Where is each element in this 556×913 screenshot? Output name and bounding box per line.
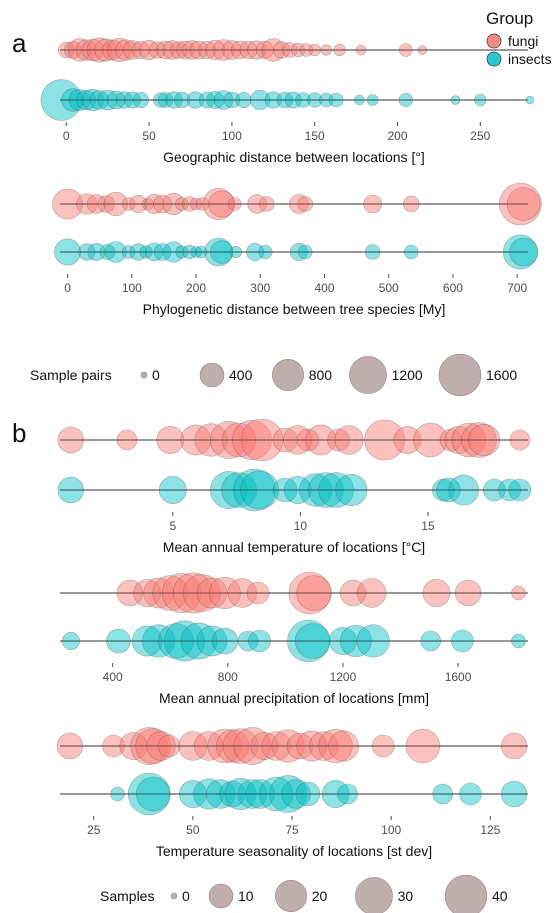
x-tick-label: 1600	[445, 670, 472, 684]
legend-label-insects: insects	[508, 51, 552, 67]
x-tick-label: 50	[142, 129, 156, 143]
x-tick-label: 600	[443, 281, 463, 295]
size-legend-label: 400	[229, 367, 253, 383]
size-legend-label: 800	[309, 367, 333, 383]
x-axis-title: Temperature seasonality of locations [st…	[156, 843, 432, 859]
size-legend-label: 1600	[486, 367, 517, 383]
chart-panel-4: 400 800 1200 1600 Mean annual precipitation …	[60, 571, 528, 706]
size-legend-key-0	[170, 892, 178, 900]
samples-legend-title: Samples	[100, 888, 154, 904]
size-legend-key-10	[208, 883, 234, 909]
panel-label-b: b	[12, 418, 26, 448]
legend-key-fungi	[486, 33, 502, 49]
size-legend-key-1200	[349, 356, 387, 394]
x-tick-label: 400	[314, 281, 334, 295]
samples-legend: Samples 0 10 20 30 40	[100, 874, 508, 913]
sample-pairs-legend-title: Sample pairs	[30, 367, 112, 383]
panel-label-a: a	[12, 28, 27, 58]
size-legend-label: 10	[238, 888, 254, 904]
x-axis-title: Mean annual temperature of locations [°C…	[163, 539, 425, 555]
x-tick-label: 150	[305, 129, 325, 143]
x-tick-label: 50	[186, 823, 200, 837]
size-legend-key-800	[271, 358, 304, 391]
size-legend-label: 30	[398, 888, 414, 904]
x-axis-title: Geographic distance between locations [°…	[163, 149, 425, 165]
x-axis-title: Mean annual precipitation of locations […	[159, 690, 429, 706]
size-legend-key-20	[274, 879, 307, 912]
size-legend-label: 0	[182, 888, 190, 904]
size-legend-key-30	[355, 877, 393, 913]
x-tick-label: 0	[63, 129, 70, 143]
size-legend-key-0	[140, 371, 148, 379]
x-tick-label: 200	[186, 281, 206, 295]
chart-panel-2: 0 100 200 300 400 500 600 700 Phylogenetic dista…	[52, 182, 542, 317]
size-legend-label: 0	[152, 367, 160, 383]
size-legend-label: 20	[312, 888, 328, 904]
group-legend-title: Group	[486, 9, 533, 28]
chart-panel-3: 5 10 15 Mean annual temperature of location…	[57, 418, 532, 555]
size-legend-label: 40	[492, 888, 508, 904]
x-tick-label: 25	[87, 823, 101, 837]
x-tick-label: 1200	[330, 670, 357, 684]
size-legend-label: 1200	[392, 367, 423, 383]
x-tick-label: 15	[421, 519, 435, 533]
x-tick-label: 250	[470, 129, 490, 143]
chart-panel-1: 0 50 100 150 200 250 Geographic distance betwe…	[40, 37, 535, 165]
size-legend-key-400	[199, 362, 225, 388]
x-tick-label: 500	[379, 281, 399, 295]
chart-panel-5: 25 50 75 100 125 Temperature seasonality of l…	[56, 727, 528, 859]
x-tick-label: 100	[381, 823, 401, 837]
x-tick-label: 100	[222, 129, 242, 143]
x-tick-label: 5	[169, 519, 176, 533]
x-tick-label: 300	[250, 281, 270, 295]
x-tick-label: 100	[122, 281, 142, 295]
x-tick-label: 800	[218, 670, 238, 684]
legend-key-insects	[486, 51, 502, 67]
x-axis-title: Phylogenetic distance between tree speci…	[143, 301, 446, 317]
x-tick-label: 10	[294, 519, 308, 533]
legend-label-fungi: fungi	[508, 33, 538, 49]
group-legend: Group fungi insects	[486, 9, 552, 67]
x-tick-label: 700	[507, 281, 527, 295]
x-tick-label: 75	[285, 823, 299, 837]
x-tick-label: 400	[103, 670, 123, 684]
x-tick-label: 200	[387, 129, 407, 143]
size-legend-key-1600	[438, 353, 482, 397]
x-tick-label: 125	[480, 823, 500, 837]
sample-pairs-legend: Sample pairs 0 400 800 1200 1600	[30, 353, 517, 397]
x-tick-label: 0	[64, 281, 71, 295]
size-legend-key-40	[444, 874, 488, 913]
